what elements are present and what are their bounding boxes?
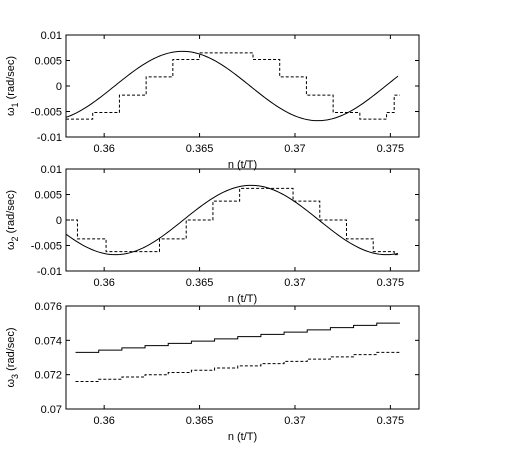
x-tick-label: 0.37 [284,415,305,427]
y-tick-label: 0.01 [41,164,62,176]
y-axis-label-symbol: ω [5,379,17,388]
x-tick-label: 0.37 [284,143,305,155]
y-axis-label-symbol: ω [5,107,17,116]
series-line-solid [65,184,399,256]
y-tick-label: 0.005 [34,56,62,68]
plot-1: 0.36 0.365 0.37 0.375 -0.01 -0.005 0 0.005 0.01 n… [5,30,420,171]
y-tick-label: 0.005 [34,190,62,202]
plots: 0.36 0.365 0.37 0.375 -0.01 -0.005 0 0.005 0.01 n… [5,30,420,443]
x-tick-label: 0.375 [377,143,405,155]
x-tick-label: 0.365 [186,143,214,155]
series-line-dashed [75,351,400,383]
y-tick-label: -0.01 [37,266,62,278]
axes-box [65,305,420,410]
plot-2: 0.36 0.365 0.37 0.375 -0.01 -0.005 0 0.005 0.01 n… [5,164,420,305]
y-axis-label: ω2 (rad/sec) [5,190,20,250]
y-tick-label: 0.07 [41,404,62,416]
y-axis-label-symbol: ω [5,241,17,250]
series-line-dashed [66,52,400,120]
y-axis-label: ω1 (rad/sec) [5,56,20,116]
y-tick-label: 0.074 [34,335,62,347]
y-tick-label: 0.01 [41,30,62,42]
y-tick-label: 0 [56,215,62,227]
series-line-solid [75,322,400,353]
x-axis-label: n (t/T) [228,293,257,305]
y-tick-label: -0.01 [37,132,62,144]
x-tick-label: 0.36 [93,277,114,289]
y-tick-label: -0.005 [31,107,62,119]
x-tick-label: 0.365 [186,277,214,289]
y-tick-label: -0.005 [31,241,62,253]
y-axis-label-subscript: 1 [10,102,20,107]
y-axis-label-unit: (rad/sec) [5,190,17,236]
x-tick-label: 0.375 [377,277,405,289]
x-tick-label: 0.375 [377,415,405,427]
plot-3: 0.36 0.365 0.37 0.375 0.07 0.072 0.074 0.076 n (… [5,301,420,443]
y-axis-label-subscript: 2 [10,236,20,241]
y-tick-label: 0.072 [34,370,62,382]
x-tick-label: 0.36 [93,143,114,155]
x-tick-label: 0.37 [284,277,305,289]
x-axis-label: n (t/T) [228,431,257,443]
x-axis-label: n (t/T) [228,159,257,171]
x-tick-label: 0.36 [93,415,114,427]
y-tick-label: 0.076 [34,301,62,313]
series-line-solid [65,50,399,122]
y-axis-label: ω3 (rad/sec) [5,327,20,387]
y-tick-label: 0 [56,81,62,93]
series-line-dashed [66,187,400,256]
x-tick-label: 0.365 [186,415,214,427]
y-axis-label-subscript: 3 [10,374,20,379]
y-axis-label-unit: (rad/sec) [5,56,17,102]
y-axis-label-unit: (rad/sec) [5,327,17,373]
